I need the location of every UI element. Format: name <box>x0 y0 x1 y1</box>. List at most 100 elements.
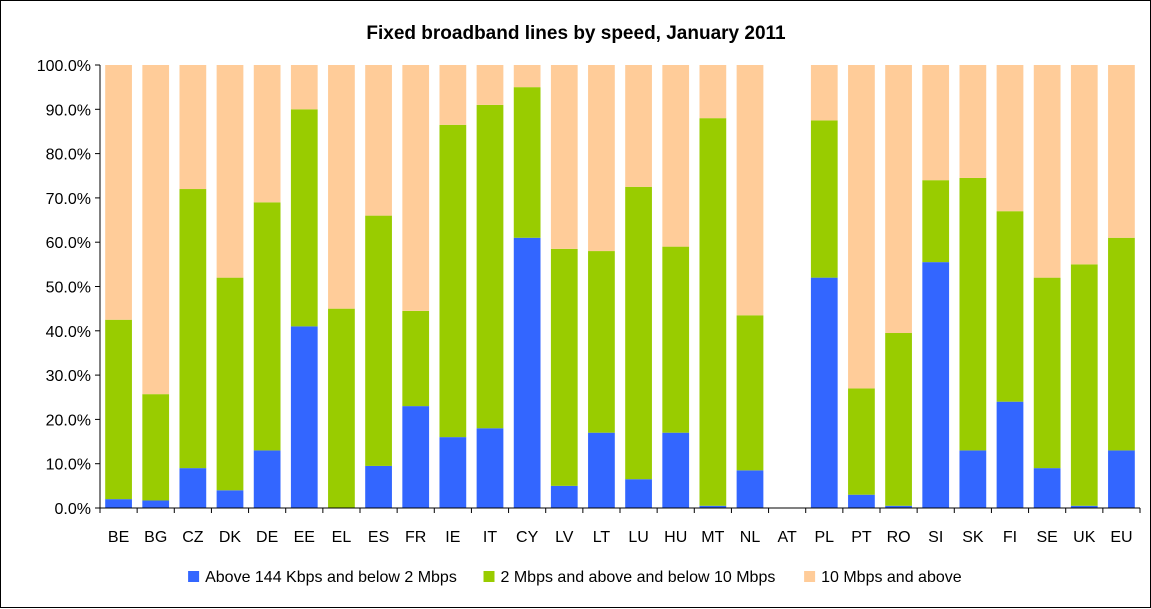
bar-pl-series-1 <box>810 277 838 508</box>
bar-hu-series-3 <box>662 65 690 247</box>
y-tick-label: 30.0% <box>46 368 91 385</box>
bar-uk-series-2 <box>1070 264 1098 506</box>
bar-fr-series-2 <box>402 310 430 407</box>
bar-ro-series-2 <box>885 333 912 506</box>
bar-mt-series-1 <box>699 505 727 508</box>
x-tick-label: SI <box>928 529 943 546</box>
bar-hu-series-2 <box>662 246 690 433</box>
bar-dk-series-1 <box>216 490 244 508</box>
bar-si-series-1 <box>922 262 950 508</box>
bar-pl-series-3 <box>810 65 838 121</box>
bar-eu-series-1 <box>1108 450 1135 508</box>
bar-ro-series-3 <box>885 65 912 334</box>
x-tick-label: CZ <box>182 529 204 546</box>
legend-label-series-2: 2 Mbps and above and below 10 Mbps <box>501 569 776 586</box>
bar-nl-series-1 <box>736 470 764 508</box>
bar-fi-series-1 <box>996 401 1024 508</box>
bar-uk-series-1 <box>1070 505 1098 508</box>
bar-sk-series-2 <box>959 177 987 451</box>
bar-fr-series-1 <box>402 406 430 508</box>
x-tick-label: IE <box>445 529 460 546</box>
bar-ee-series-1 <box>290 326 318 508</box>
bar-fi-series-3 <box>996 65 1024 212</box>
axes-layer: BE BG CZ DK DE EE EL ES FR IE IT CY LV LT LU HU MT NL AT PL… <box>37 58 1141 546</box>
bar-hu-series-1 <box>662 432 690 508</box>
bar-fr-series-3 <box>402 65 430 311</box>
bar-el-series-3 <box>328 65 355 309</box>
x-tick-label: FI <box>1003 529 1017 546</box>
legend-swatch-series-2 <box>483 571 495 582</box>
bar-eu-series-3 <box>1108 65 1135 238</box>
x-tick-label: BG <box>144 529 167 546</box>
bar-lt-series-1 <box>588 432 615 508</box>
x-tick-label: EL <box>332 529 352 546</box>
bar-lt-series-2 <box>588 251 615 433</box>
bar-fi-series-2 <box>996 211 1024 402</box>
y-tick-label: 40.0% <box>46 324 91 341</box>
bar-se-series-3 <box>1033 65 1061 278</box>
x-tick-label: PL <box>815 529 835 546</box>
legend-label-series-3: 10 Mbps and above <box>821 569 962 586</box>
bar-el-series-2 <box>328 308 355 508</box>
y-tick-label: 20.0% <box>46 412 91 429</box>
bar-cz-series-1 <box>179 468 207 508</box>
bar-nl-series-2 <box>736 315 764 471</box>
bar-it-series-1 <box>476 428 504 508</box>
bar-cy-series-1 <box>513 237 541 508</box>
x-tick-label: CY <box>516 529 539 546</box>
bar-dk-series-3 <box>216 65 244 278</box>
bar-es-series-1 <box>365 465 392 508</box>
bar-ee-series-3 <box>290 65 318 110</box>
x-tick-label: SE <box>1036 529 1057 546</box>
legend-swatch-series-3 <box>804 571 816 582</box>
bars-layer <box>105 65 1135 508</box>
bar-dk-series-2 <box>216 277 244 491</box>
legend: Above 144 Kbps and below 2 Mbps 2 Mbps an… <box>188 569 962 586</box>
bar-es-series-2 <box>365 215 392 466</box>
x-tick-label: EU <box>1110 529 1132 546</box>
bar-ie-series-1 <box>439 437 467 508</box>
bar-ee-series-2 <box>290 109 318 327</box>
bar-mt-series-3 <box>699 65 727 119</box>
y-tick-label: 70.0% <box>46 191 91 208</box>
bar-bg-series-3 <box>142 65 170 395</box>
bar-bg-series-2 <box>142 394 170 501</box>
x-tick-label: AT <box>778 529 797 546</box>
x-tick-label: MT <box>701 529 724 546</box>
y-tick-label: 90.0% <box>46 102 91 119</box>
bar-lv-series-2 <box>550 248 578 486</box>
bar-cy-series-3 <box>513 65 541 88</box>
x-tick-label: ES <box>368 529 389 546</box>
x-tick-label: RO <box>887 529 911 546</box>
chart-title: Fixed broadband lines by speed, January … <box>366 23 786 44</box>
y-tick-label: 50.0% <box>46 280 91 297</box>
bar-be-series-2 <box>105 319 132 500</box>
bar-bg-series-1 <box>142 500 170 508</box>
bar-de-series-2 <box>253 202 281 451</box>
x-tick-label: NL <box>740 529 761 546</box>
x-tick-label: LU <box>628 529 648 546</box>
bar-it-series-3 <box>476 65 504 105</box>
x-tick-label: DK <box>219 529 242 546</box>
bar-mt-series-2 <box>699 118 727 506</box>
x-tick-label: BE <box>108 529 129 546</box>
bar-pl-series-2 <box>810 120 838 278</box>
legend-label-series-1: Above 144 Kbps and below 2 Mbps <box>205 569 457 586</box>
bar-sk-series-1 <box>959 450 987 508</box>
bar-nl-series-3 <box>736 65 764 316</box>
x-tick-label: LT <box>593 529 611 546</box>
x-tick-label: FR <box>405 529 426 546</box>
x-tick-label: HU <box>664 529 687 546</box>
bar-cz-series-2 <box>179 189 207 469</box>
legend-swatch-series-1 <box>188 571 200 582</box>
x-tick-label: PT <box>851 529 872 546</box>
bar-cz-series-3 <box>179 65 207 190</box>
bar-si-series-2 <box>922 180 950 263</box>
bar-de-series-3 <box>253 65 281 203</box>
bar-ro-series-1 <box>885 505 912 508</box>
bar-uk-series-3 <box>1070 65 1098 265</box>
bar-eu-series-2 <box>1108 237 1135 451</box>
bar-cy-series-2 <box>513 87 541 238</box>
bar-ie-series-2 <box>439 124 467 438</box>
bar-pt-series-2 <box>848 388 875 495</box>
